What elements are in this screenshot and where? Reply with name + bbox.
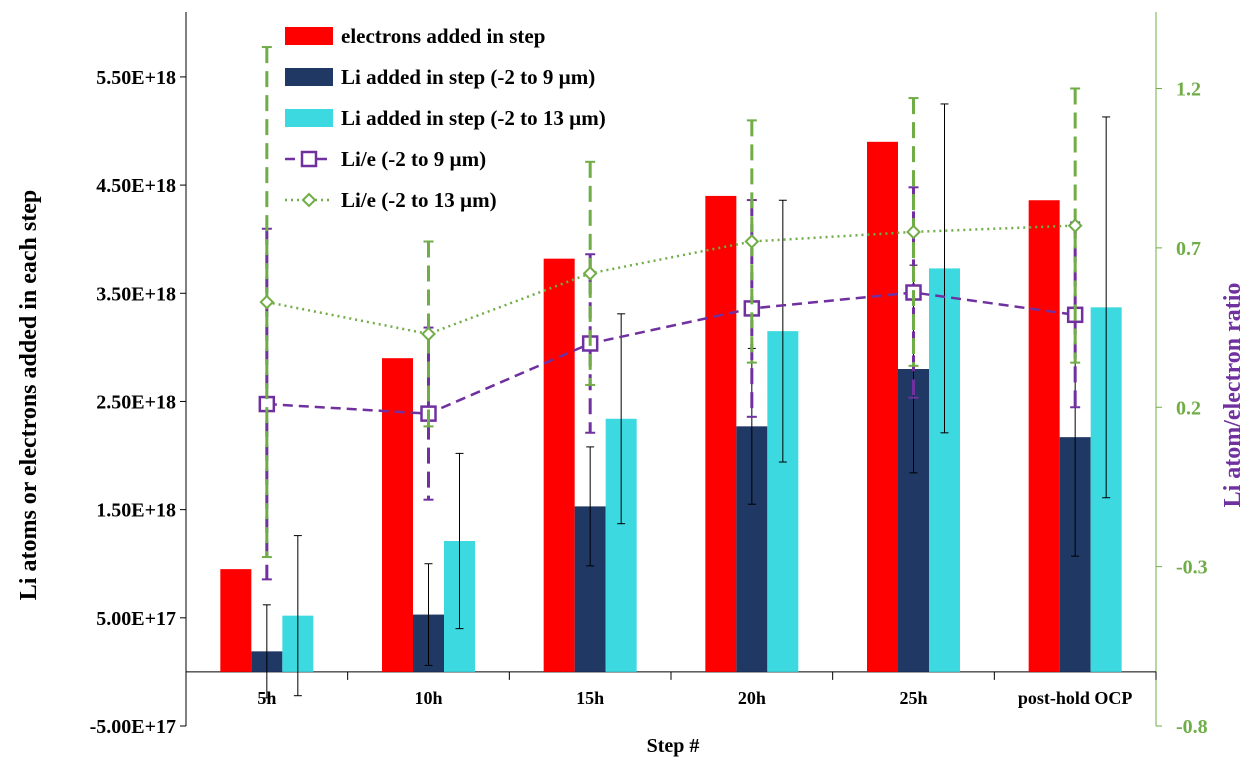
- y-right-tick-label: 0.2: [1176, 397, 1201, 419]
- y-left-tick-label: 1.50E+18: [96, 500, 176, 522]
- legend-label: Li/e (-2 to 9 µm): [341, 147, 486, 171]
- ratio-marker-diamond: [1067, 218, 1083, 233]
- y-right-tick-label: 1.2: [1176, 79, 1201, 101]
- legend-swatch: [285, 27, 333, 45]
- legend-label: electrons added in step: [341, 24, 545, 48]
- ratio-marker-diamond: [906, 224, 921, 240]
- legend-label: Li/e (-2 to 13 µm): [341, 188, 497, 212]
- ratio-marker-diamond: [259, 294, 275, 310]
- y-left-tick-label: 2.50E+18: [96, 391, 176, 413]
- ratio-marker-diamond: [421, 326, 436, 342]
- bar-1: [220, 569, 252, 672]
- ratio-line-1: [266, 291, 1076, 415]
- x-tick-label: 20h: [738, 688, 766, 708]
- bar-series: [220, 103, 1122, 699]
- ratio-marker-square: [300, 150, 318, 168]
- x-tick-label: post-hold OCP: [1018, 688, 1133, 708]
- bar-1: [543, 258, 575, 672]
- legend-swatch: [285, 109, 333, 127]
- y-axis-right-label: Li atom/electron ratio: [1220, 283, 1246, 508]
- bar-1: [382, 358, 413, 672]
- y-left-tick-label: 5.50E+18: [96, 67, 176, 89]
- legend: electrons added in step Li added in step …: [285, 24, 606, 212]
- ratio-marker-diamond: [582, 265, 598, 281]
- x-tick-label: 10h: [414, 688, 442, 708]
- y-left-tick-label: 4.50E+18: [96, 175, 176, 197]
- axes: -5.00E+17 5.00E+17 1.50E+18 2.50E+18 3.50E+1…: [90, 12, 1208, 738]
- y-left-tick-label: -5.00E+17: [90, 716, 176, 738]
- y-right-tick-label: 0.7: [1176, 238, 1201, 260]
- y-right-tick-label: -0.8: [1176, 716, 1208, 738]
- y-axis-left-label: Li atoms or electrons added in each step: [16, 190, 42, 600]
- ratio-marker-diamond: [301, 192, 317, 208]
- bar-1: [1028, 200, 1060, 672]
- bar-1: [705, 195, 737, 672]
- x-axis-label: Step #: [647, 735, 700, 757]
- ratio-line-2: [266, 224, 1076, 336]
- x-tick-label: 25h: [899, 688, 927, 708]
- x-tick-label: 15h: [576, 688, 604, 708]
- y-right-tick-label: -0.3: [1176, 557, 1208, 579]
- bar-1: [867, 141, 898, 672]
- legend-swatch: [285, 68, 333, 86]
- ratio-marker-diamond: [744, 234, 760, 249]
- y-left-tick-label: 3.50E+18: [96, 283, 176, 305]
- legend-label: Li added in step (-2 to 13 µm): [341, 106, 606, 130]
- legend-label: Li added in step (-2 to 9 µm): [341, 65, 595, 89]
- ratio-series: [258, 46, 1084, 581]
- y-left-tick-label: 5.00E+17: [96, 608, 176, 630]
